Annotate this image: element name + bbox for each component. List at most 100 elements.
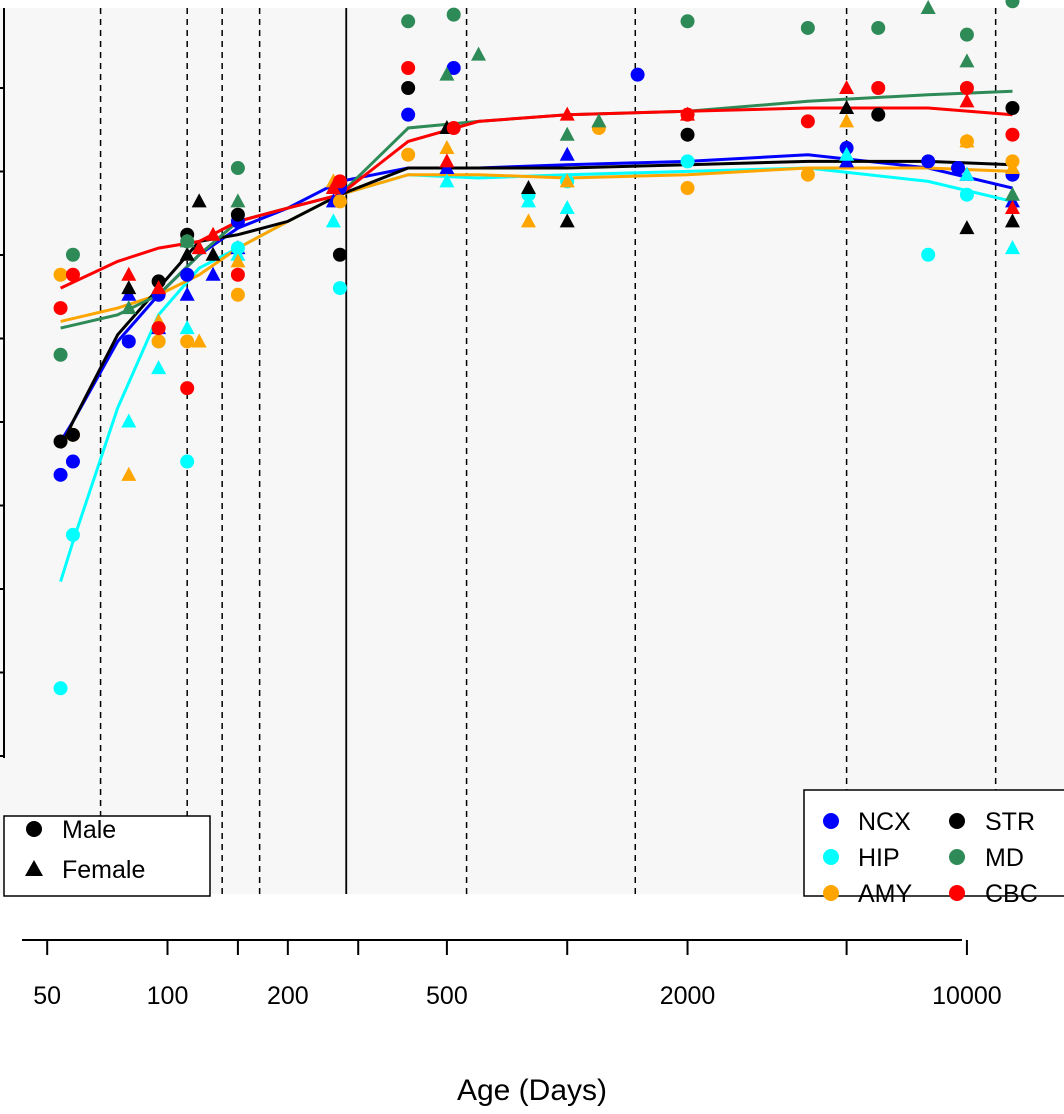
point-male-hip	[959, 187, 974, 202]
point-female-amy	[520, 213, 536, 228]
point-male-hip	[180, 454, 195, 469]
point-female-amy	[959, 133, 975, 148]
point-male-cbc	[53, 301, 68, 316]
point-male-str	[332, 247, 347, 262]
point-female-str	[205, 246, 221, 261]
point-male-md	[401, 14, 416, 29]
point-female-amy	[839, 113, 855, 128]
point-female-cbc	[559, 106, 575, 121]
point-male-amy	[180, 334, 195, 349]
point-female-ncx	[559, 146, 575, 161]
point-male-md	[446, 7, 461, 22]
point-male-ncx	[180, 267, 195, 282]
point-female-md	[559, 126, 575, 141]
point-female-cbc	[205, 226, 221, 241]
point-female-amy	[121, 466, 137, 481]
point-male-str	[1005, 101, 1020, 116]
point-male-cbc	[446, 121, 461, 136]
point-female-amy	[439, 140, 455, 155]
legend-str-marker	[949, 813, 965, 829]
legend-amy-label: AMY	[858, 880, 913, 908]
point-male-amy	[53, 267, 68, 282]
point-male-str	[53, 434, 68, 449]
point-female-ncx	[205, 266, 221, 281]
x-tick-label: 2000	[660, 982, 716, 1010]
point-female-cbc	[839, 80, 855, 94]
point-female-cbc	[959, 93, 975, 108]
legend-sex: Male Female	[3, 815, 211, 897]
point-female-hip	[559, 200, 575, 215]
point-male-ncx	[53, 467, 68, 482]
point-male-ncx	[951, 161, 966, 176]
point-male-md	[65, 247, 80, 262]
x-tick-label: 10000	[932, 982, 1002, 1010]
point-female-md	[179, 233, 195, 248]
point-male-md	[53, 347, 68, 362]
point-male-cbc	[151, 321, 166, 336]
legend-md-marker	[949, 849, 965, 865]
point-female-str	[179, 246, 195, 261]
x-axis-title: Age (Days)	[457, 1074, 607, 1107]
point-female-md	[230, 193, 246, 208]
point-female-md	[121, 300, 137, 315]
point-male-cbc	[65, 267, 80, 282]
point-male-hip	[921, 247, 936, 262]
plot-background	[0, 8, 1064, 894]
point-female-str	[839, 100, 855, 115]
point-female-md	[439, 66, 455, 81]
point-male-cbc	[332, 174, 347, 189]
legend-ncx-label: NCX	[858, 808, 911, 836]
point-male-str	[680, 127, 695, 142]
legend-amy-marker	[823, 885, 839, 901]
point-female-md	[920, 0, 936, 14]
point-male-cbc	[800, 114, 815, 129]
point-male-cbc	[1005, 127, 1020, 142]
point-male-md	[959, 27, 974, 42]
point-female-hip	[151, 360, 167, 375]
point-male-ncx	[446, 60, 461, 75]
point-male-ncx	[401, 107, 416, 122]
x-tick-label: 500	[426, 982, 468, 1010]
legend-ncx-marker	[823, 813, 839, 829]
point-female-hip	[959, 166, 975, 181]
legend-str-label: STR	[985, 808, 1035, 836]
point-male-md	[680, 14, 695, 29]
point-female-str	[559, 213, 575, 228]
point-female-str	[959, 220, 975, 235]
point-male-amy	[680, 181, 695, 196]
point-male-ncx	[65, 454, 80, 469]
curve-cbc	[59, 106, 1013, 290]
point-female-hip	[121, 413, 137, 428]
legend-hip-label: HIP	[858, 844, 900, 872]
point-female-md	[959, 53, 975, 68]
point-male-str	[401, 81, 416, 95]
point-male-ncx	[921, 154, 936, 169]
x-tick-label: 200	[267, 982, 309, 1010]
point-female-str	[191, 193, 207, 208]
point-female-str	[121, 280, 137, 295]
point-male-md	[871, 20, 886, 35]
legend-male-marker	[26, 821, 42, 837]
point-female-amy	[230, 253, 246, 268]
point-female-cbc	[680, 106, 696, 121]
point-male-amy	[230, 287, 245, 302]
x-tick-label: 50	[33, 982, 61, 1010]
point-male-amy	[401, 147, 416, 162]
legend-hip-marker	[823, 849, 839, 865]
legend-cbc-label: CBC	[985, 880, 1038, 908]
legend-region: NCX STR HIP MD AMY CBC	[803, 789, 1064, 908]
point-female-hip	[179, 320, 195, 335]
point-female-ncx	[179, 286, 195, 301]
point-female-amy	[191, 333, 207, 348]
point-male-ncx	[121, 334, 136, 349]
legend-female-marker	[25, 860, 43, 876]
point-male-md	[800, 20, 815, 35]
legend-male-label: Male	[62, 816, 116, 844]
point-male-cbc	[959, 81, 974, 95]
point-female-amy	[1004, 160, 1020, 175]
point-female-cbc	[191, 240, 207, 255]
legend-female-label: Female	[62, 856, 145, 884]
point-female-hip	[439, 173, 455, 188]
y-ticks	[0, 87, 4, 757]
legend-cbc-marker	[949, 885, 965, 901]
